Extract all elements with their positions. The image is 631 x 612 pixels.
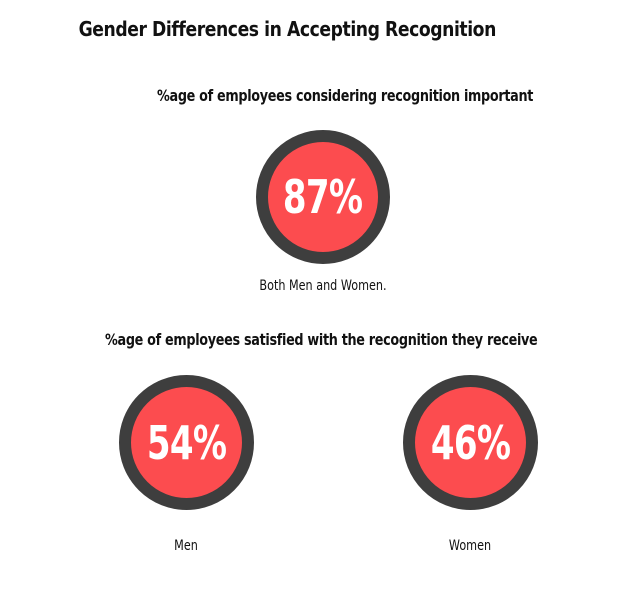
chart-title: Gender Differences in Accepting Recognit… bbox=[78, 17, 497, 41]
heading-recognition-satisfied: %age of employees satisfied with the rec… bbox=[105, 330, 538, 349]
heading-recognition-important: %age of employees considering recognitio… bbox=[157, 86, 534, 105]
stat-value-men: 54% bbox=[146, 415, 227, 470]
stat-circle-both: 87% bbox=[256, 130, 390, 264]
stat-value-both: 87% bbox=[283, 170, 363, 224]
stat-caption-men: Men bbox=[174, 538, 198, 554]
stat-caption-both: Both Men and Women. bbox=[259, 278, 387, 294]
stat-value-women: 46% bbox=[430, 415, 511, 470]
stat-circle-women: 46% bbox=[403, 375, 538, 510]
stat-circle-men: 54% bbox=[119, 375, 254, 510]
stat-caption-women: Women bbox=[448, 538, 492, 554]
